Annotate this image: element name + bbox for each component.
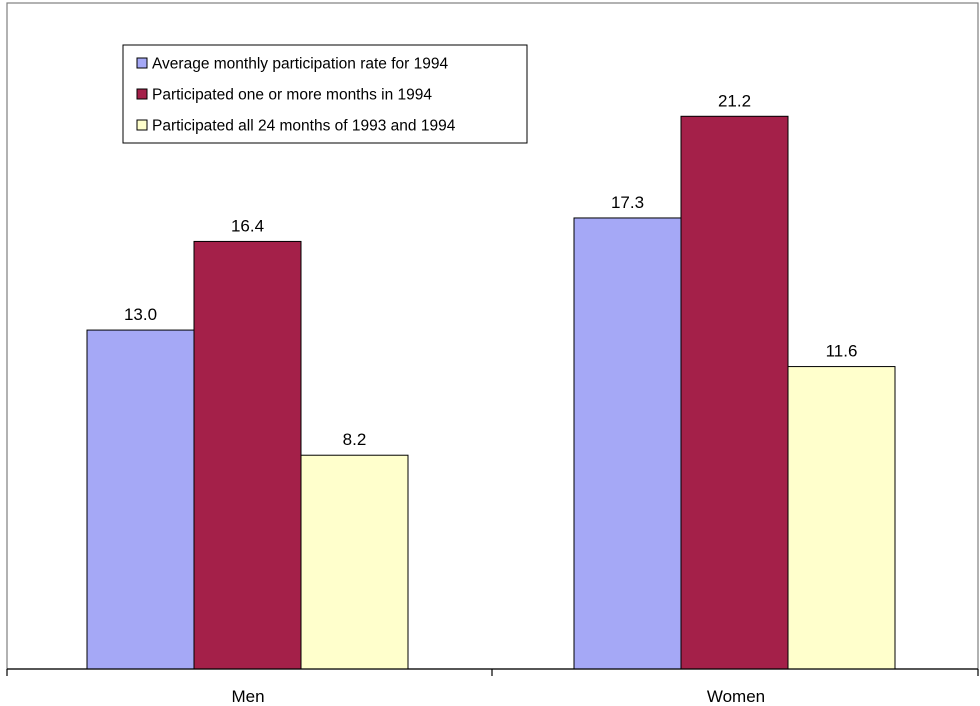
x-axis: Men Women xyxy=(6,668,979,706)
bar-men-series-1 xyxy=(86,329,195,670)
data-label-women-series-3: 11.6 xyxy=(826,342,858,361)
bar-men-series-3 xyxy=(300,454,409,670)
bar-women-series-2 xyxy=(680,115,789,670)
data-label-men-series-3: 8.2 xyxy=(343,430,367,449)
data-labels-layer: 13.0 16.4 8.2 17.3 21.2 11.6 xyxy=(124,91,857,449)
data-label-women-series-1: 17.3 xyxy=(611,193,644,212)
legend: Average monthly participation rate for 1… xyxy=(122,44,528,144)
bars-layer xyxy=(86,115,896,670)
data-label-women-series-2: 21.2 xyxy=(718,91,751,110)
legend-box xyxy=(122,44,528,144)
legend-swatch-series-2 xyxy=(136,88,148,100)
bar-women-series-1 xyxy=(573,217,682,670)
legend-label-series-3: Participated all 24 months of 1993 and 1… xyxy=(152,118,456,135)
bar-women-series-3 xyxy=(787,366,896,670)
legend-swatch-series-1 xyxy=(136,57,148,69)
legend-swatch-series-3 xyxy=(136,119,148,131)
legend-label-series-2: Participated one or more months in 1994 xyxy=(152,87,432,104)
category-label-men: Men xyxy=(231,687,264,706)
legend-label-series-1: Average monthly participation rate for 1… xyxy=(152,56,448,73)
data-label-men-series-2: 16.4 xyxy=(231,216,264,235)
data-label-men-series-1: 13.0 xyxy=(124,305,157,324)
bar-men-series-2 xyxy=(193,240,302,670)
category-label-women: Women xyxy=(707,687,765,706)
